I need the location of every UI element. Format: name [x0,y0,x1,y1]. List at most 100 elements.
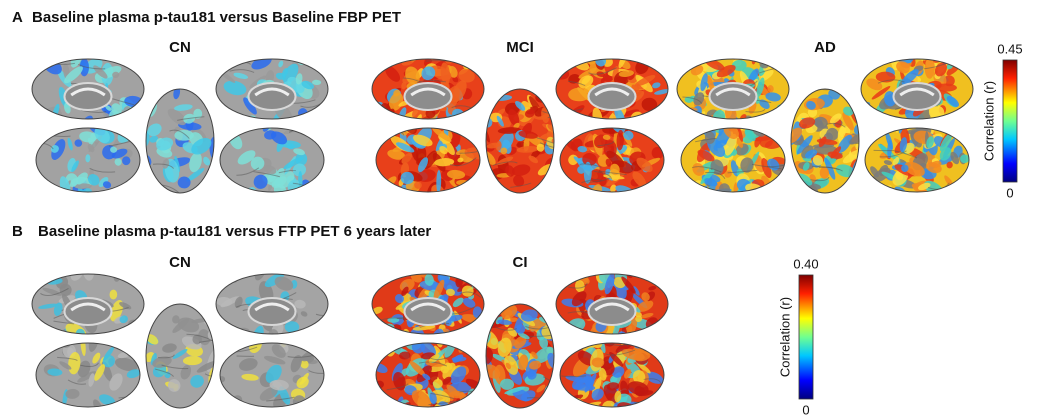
brain-spot [264,355,286,365]
brain-outline [35,127,141,193]
sulcus [937,189,956,192]
sulcus [894,150,918,159]
brain-spot [393,371,406,391]
brain-spot [723,128,739,139]
brain-spot [946,95,959,107]
brain-spot [398,189,407,192]
brain-spot [497,127,521,134]
brain-spot [939,133,952,152]
brain-view [32,251,144,334]
panel-letter: A [12,9,23,26]
brain-spot [245,191,264,210]
brain-spot [632,370,646,384]
brain-spot [399,278,415,292]
brain-outline [790,88,860,194]
brain-spot [429,392,437,405]
brain-spot [387,317,400,323]
brain-spot [824,157,836,180]
brain-spot [892,156,900,166]
brain-spot [568,87,591,102]
brain-view [865,128,969,192]
sulcus [143,59,144,65]
brain-spot [446,169,466,180]
sulcus [727,169,758,174]
brain-spot [595,59,607,67]
brain-spot [652,82,661,89]
brain-spot [264,165,277,175]
brain-spot [49,251,70,273]
brain-spot [242,34,257,55]
brain-spot [425,108,436,119]
brain-spot [74,183,92,189]
brain-spot [239,358,258,371]
brain-spot [917,191,929,192]
brain-spot [871,86,891,100]
brain-spot [566,128,579,133]
sulcus [428,400,458,406]
brain-spot [412,325,436,331]
brain-spot [193,108,203,119]
brain-spot [881,40,895,54]
brain-spot [805,149,818,159]
brain-spot [451,356,467,362]
brain-spot [901,164,909,173]
brain-spot [513,175,525,187]
brain-spot [209,136,214,160]
brain-spot [934,83,957,92]
brain-view [861,40,973,119]
brain-view [556,38,668,119]
brain-spot [71,160,79,173]
brain-spot [740,157,754,173]
brain-spot [409,360,426,376]
brain-spot [452,297,464,308]
brain-spot [99,394,116,406]
brain-outline [215,58,329,120]
sulcus [667,70,668,77]
sulcus [155,368,174,377]
brain-spot [440,119,449,128]
brain-spot [295,73,303,85]
brain-spot [749,29,762,50]
brain-spot [641,292,650,302]
brain-spot [799,117,816,129]
brain-spot [182,356,203,366]
brain-spot [152,356,172,368]
brain-spot [98,176,109,188]
sulcus [662,323,668,328]
brain-spot [592,107,603,119]
brain-spot [583,161,592,184]
brain-spot [50,145,59,153]
sulcus [152,163,174,169]
brain-spot [615,44,627,54]
group-label: CI [513,254,528,271]
colorbar-min: 0 [802,402,809,417]
brain-spot [515,101,526,111]
brain-spot [75,172,88,185]
brain-spot [281,67,289,78]
sulcus [605,349,636,356]
sulcus [469,178,480,183]
brain-view [146,304,214,408]
brain-spot [292,163,307,177]
brain-spot [688,59,708,61]
brain-outline [555,58,669,120]
brain-spot [94,364,105,381]
brain-spot [582,152,597,166]
brain-spot [432,128,452,142]
corpus-callosum [715,87,751,97]
brain-spot [624,368,632,379]
brain-spot [547,124,554,136]
brain-spot [692,41,706,59]
sulcus [594,170,612,180]
brain-spot [504,355,519,375]
brain-outline [485,88,555,194]
sulcus [682,96,703,104]
brain-spot [605,38,620,53]
brain-spot [899,137,908,153]
brain-spot [736,128,744,142]
brain-outline [31,273,145,335]
brain-spot [623,130,634,141]
brain-spot [495,140,502,151]
brain-spot [410,250,429,271]
brain-spot [609,352,624,367]
